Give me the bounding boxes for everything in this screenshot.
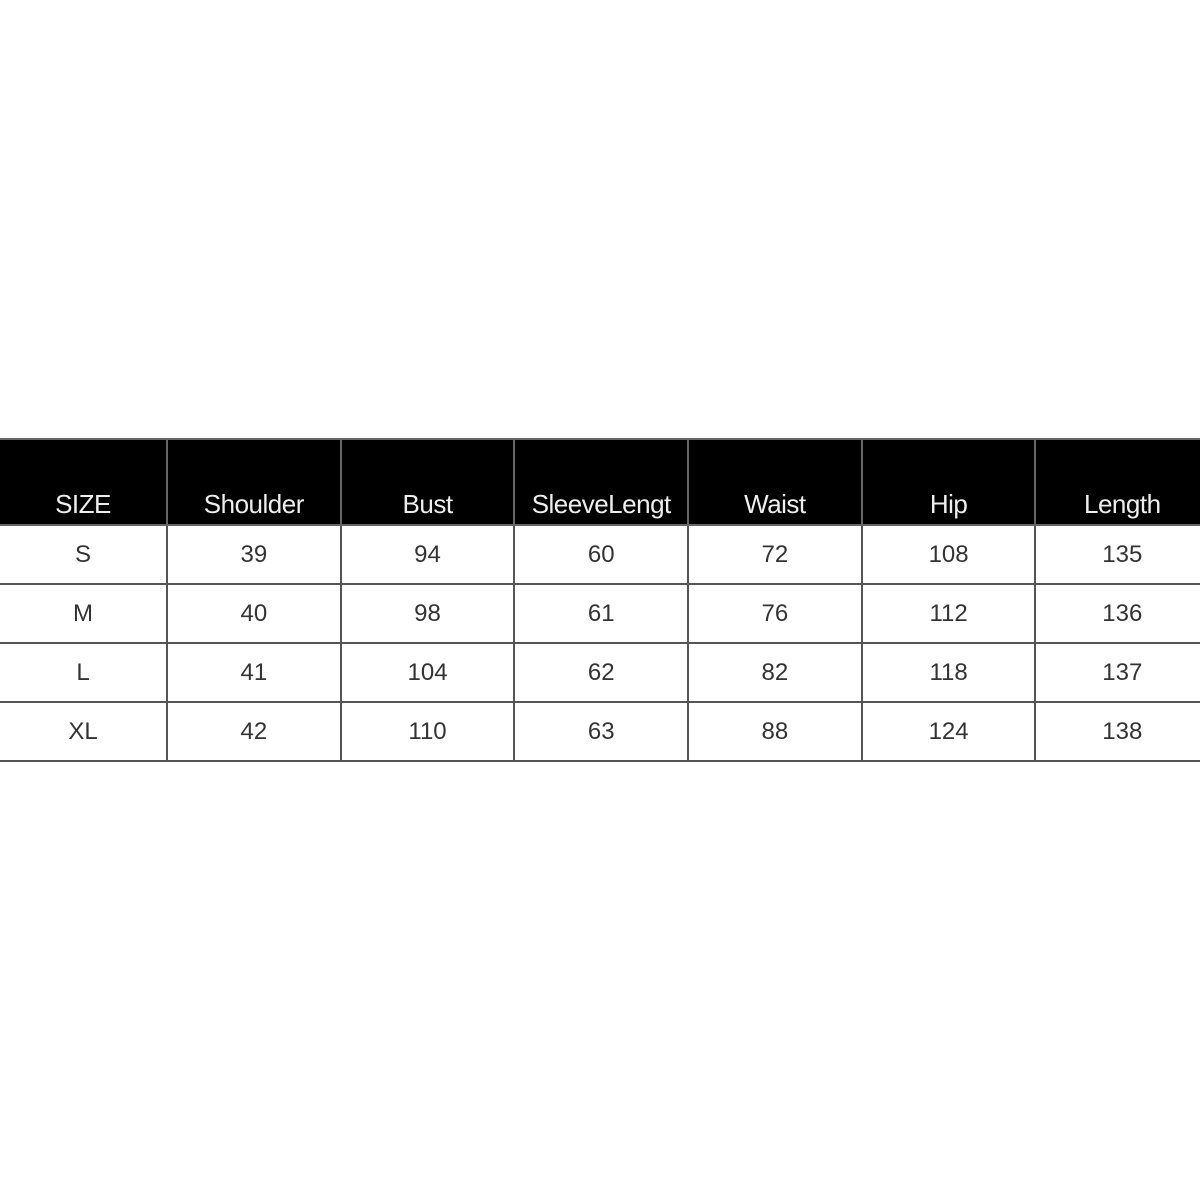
measurement-cell: 88 [687, 701, 863, 762]
table-row: XL 42 110 63 88 124 138 [0, 701, 1200, 762]
header-row: SIZE Shoulder Bust SleeveLengt Waist Hip… [0, 438, 1200, 526]
header-length: Length [1034, 438, 1200, 526]
measurement-cell: 135 [1034, 524, 1200, 585]
header-sleeve-length: SleeveLengt [513, 438, 690, 526]
header-bust: Bust [339, 438, 516, 526]
measurement-cell: 110 [339, 701, 516, 762]
size-cell: M [0, 583, 168, 644]
measurement-cell: 40 [166, 583, 342, 644]
header-size: SIZE [0, 438, 168, 526]
size-cell: S [0, 524, 168, 585]
measurement-cell: 39 [166, 524, 342, 585]
table-row: S 39 94 60 72 108 135 [0, 524, 1200, 585]
measurement-cell: 138 [1034, 701, 1200, 762]
measurement-cell: 98 [339, 583, 516, 644]
measurement-cell: 76 [687, 583, 863, 644]
measurement-cell: 82 [687, 642, 863, 703]
measurement-cell: 112 [860, 583, 1037, 644]
measurement-cell: 63 [513, 701, 690, 762]
measurement-cell: 41 [166, 642, 342, 703]
measurement-cell: 104 [339, 642, 516, 703]
table-row: L 41 104 62 82 118 137 [0, 642, 1200, 703]
measurement-cell: 72 [687, 524, 863, 585]
measurement-cell: 62 [513, 642, 690, 703]
size-cell: L [0, 642, 168, 703]
measurement-cell: 137 [1034, 642, 1200, 703]
measurement-cell: 42 [166, 701, 342, 762]
size-chart-table: SIZE Shoulder Bust SleeveLengt Waist Hip… [0, 438, 1200, 762]
measurement-cell: 124 [860, 701, 1037, 762]
header-shoulder: Shoulder [166, 438, 342, 526]
measurement-cell: 108 [860, 524, 1037, 585]
measurement-cell: 94 [339, 524, 516, 585]
table-row: M 40 98 61 76 112 136 [0, 583, 1200, 644]
header-waist: Waist [687, 438, 863, 526]
measurement-cell: 118 [860, 642, 1037, 703]
measurement-cell: 61 [513, 583, 690, 644]
measurement-cell: 60 [513, 524, 690, 585]
size-cell: XL [0, 701, 168, 762]
header-hip: Hip [860, 438, 1037, 526]
measurement-cell: 136 [1034, 583, 1200, 644]
